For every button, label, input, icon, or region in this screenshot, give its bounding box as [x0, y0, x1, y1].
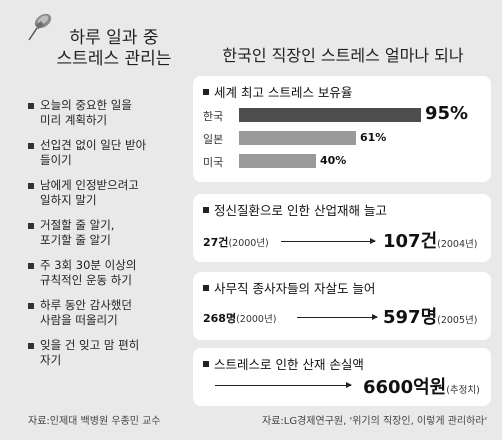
bullet-square-icon [203, 361, 209, 367]
stress-tips-panel: 하루 일과 중 스트레스 관리는 오늘의 중요한 일을 미리 계획하기 선입견 없… [20, 8, 180, 408]
bullet-square-icon [203, 207, 209, 213]
bar-japan [239, 131, 356, 145]
tip-line: 남에게 인정받으려고 [40, 178, 139, 192]
arrow-icon [215, 382, 352, 388]
to-year: (2004년) [437, 239, 478, 250]
stat-from: 27건(2000년) [203, 234, 269, 250]
card-title-text: 사무직 종사자들의 자살도 늘어 [214, 281, 376, 296]
bar-value-label: 95% [425, 103, 469, 124]
tip-item: 잊을 건 잊고 맘 편히 자기 [28, 338, 178, 368]
bullet-square-icon [203, 89, 209, 95]
tip-item: 남에게 인정받으려고 일하지 말기 [28, 178, 178, 208]
tips-title: 하루 일과 중 스트레스 관리는 [44, 28, 184, 70]
suicide-card: 사무직 종사자들의 자살도 늘어 268명(2000년) 597명(2005년) [193, 272, 491, 340]
stat-to: 107건(2004년) [383, 227, 477, 253]
tip-line: 주 3회 30분 이상의 [40, 258, 137, 272]
bar-korea [239, 108, 421, 122]
bar-value-label: 40% [320, 154, 347, 167]
tip-item: 선입견 없이 일단 받아 들이기 [28, 138, 178, 168]
card-title-text: 스트레스로 인한 산재 손실액 [214, 357, 364, 372]
tip-line: 일하지 말기 [40, 193, 97, 207]
tip-line: 자기 [40, 353, 62, 367]
tip-line: 규칙적인 운동 하기 [40, 273, 132, 287]
card-title-text: 정신질환으로 인한 산업재해 늘고 [214, 203, 387, 218]
card-title: 사무직 종사자들의 자살도 늘어 [203, 278, 375, 297]
bar-label: 한국 [203, 110, 224, 123]
tip-line: 거절할 줄 알기, [40, 218, 115, 232]
from-year: (2000년) [236, 314, 277, 325]
stat-from: 268명(2000년) [203, 310, 276, 326]
to-year: (추정치) [446, 385, 480, 396]
to-year: (2005년) [437, 315, 478, 326]
arrow-icon [297, 314, 378, 320]
from-year: (2000년) [228, 238, 269, 249]
tip-line: 하루 동안 감사했던 [40, 298, 132, 312]
bar-value-label: 61% [360, 131, 387, 144]
tip-line: 포기할 줄 알기 [40, 233, 111, 247]
pushpin-icon [28, 13, 52, 41]
tip-item: 거절할 줄 알기, 포기할 줄 알기 [28, 218, 178, 248]
tip-line: 오늘의 중요한 일을 [40, 98, 132, 112]
source-left: 자료:인제대 백병원 우종민 교수 [28, 416, 161, 427]
tip-item: 주 3회 30분 이상의 규칙적인 운동 하기 [28, 258, 178, 288]
card-title: 스트레스로 인한 산재 손실액 [203, 354, 364, 373]
tip-line: 들이기 [40, 153, 72, 167]
chart-title: 세계 최고 스트레스 보유율 [214, 85, 353, 100]
tips-list: 오늘의 중요한 일을 미리 계획하기 선입견 없이 일단 받아 들이기 남에게 인정… [28, 98, 178, 378]
stat-to: 597명(2005년) [383, 303, 477, 329]
bar-label: 미국 [203, 156, 224, 169]
tip-line: 선입견 없이 일단 받아 [40, 138, 147, 152]
from-value: 268명 [203, 312, 237, 325]
loss-cost-card: 스트레스로 인한 산재 손실액 6600억원(추정치) [193, 348, 491, 406]
from-value: 27건 [203, 236, 229, 249]
to-value: 597명 [383, 307, 438, 328]
to-value: 107건 [383, 231, 438, 252]
bar-usa [239, 154, 316, 168]
main-title: 한국인 직장인 스트레스 얼마나 되나 [222, 46, 464, 65]
bullet-square-icon [203, 285, 209, 291]
source-right: 자료:LG경제연구원, '위기의 직장인, 이렇게 관리하라' [262, 416, 488, 427]
industrial-accident-card: 정신질환으로 인한 산업재해 늘고 27건(2000년) 107건(2004년) [193, 194, 491, 262]
stat-to: 6600억원(추정치) [363, 373, 480, 399]
to-value: 6600억원 [363, 377, 447, 398]
tip-line: 사람을 떠올리기 [40, 313, 118, 327]
card-title: 정신질환으로 인한 산업재해 늘고 [203, 200, 387, 219]
stress-rate-card: 세계 최고 스트레스 보유율 한국 일본 미국 95% 61% 40% [193, 76, 491, 182]
tips-title-line2: 스트레스 관리는 [56, 49, 172, 69]
bar-label: 일본 [203, 133, 224, 146]
tip-line: 미리 계획하기 [40, 113, 108, 127]
tip-item: 오늘의 중요한 일을 미리 계획하기 [28, 98, 178, 128]
tip-line: 잊을 건 잊고 맘 편히 [40, 338, 140, 352]
card-title: 세계 최고 스트레스 보유율 [203, 82, 352, 101]
tip-item: 하루 동안 감사했던 사람을 떠올리기 [28, 298, 178, 328]
arrow-icon [281, 238, 376, 244]
tips-title-line1: 하루 일과 중 [69, 28, 159, 48]
